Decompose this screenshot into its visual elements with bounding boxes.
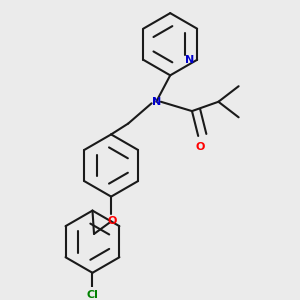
Text: O: O bbox=[195, 142, 204, 152]
Text: O: O bbox=[108, 216, 117, 226]
Text: Cl: Cl bbox=[86, 290, 98, 300]
Text: N: N bbox=[185, 55, 194, 65]
Text: N: N bbox=[152, 97, 161, 107]
